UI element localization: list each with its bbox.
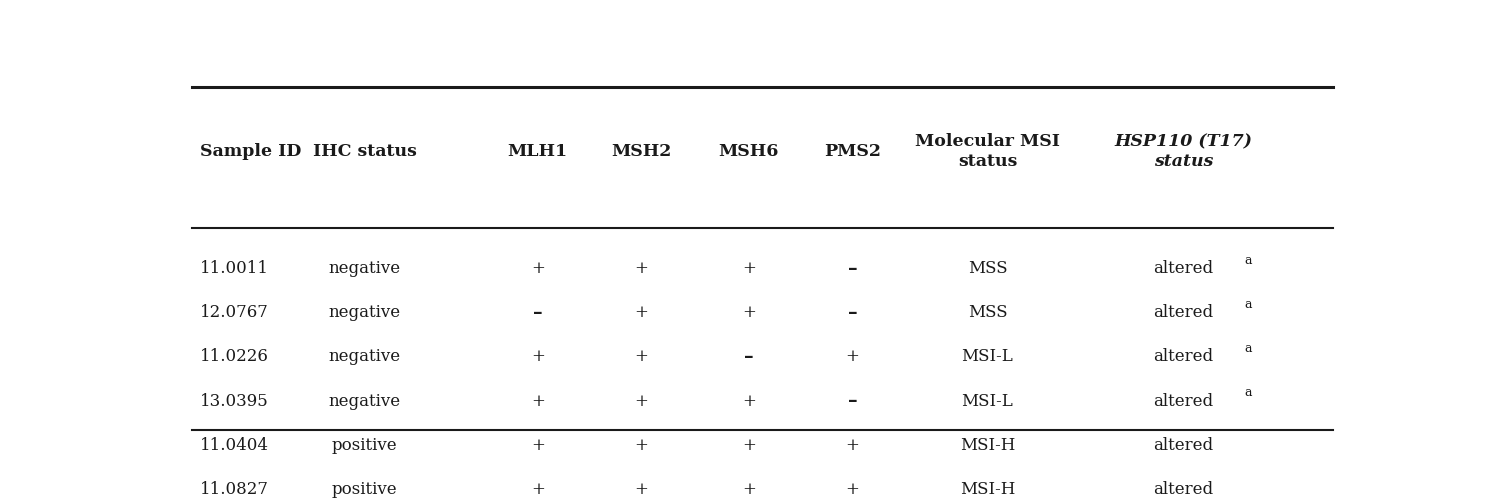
Text: MLH1: MLH1 — [507, 143, 568, 160]
Text: 11.0404: 11.0404 — [199, 437, 269, 454]
Text: +: + — [845, 481, 860, 498]
Text: 11.0011: 11.0011 — [199, 260, 269, 277]
Text: MSI-L: MSI-L — [961, 392, 1013, 409]
Text: 11.0827: 11.0827 — [199, 481, 269, 498]
Text: MSI-H: MSI-H — [960, 481, 1015, 498]
Text: altered: altered — [1153, 437, 1214, 454]
Text: Sample ID: Sample ID — [199, 143, 301, 160]
Text: +: + — [845, 349, 860, 366]
Text: +: + — [743, 260, 756, 277]
Text: Molecular MSI
status: Molecular MSI status — [915, 133, 1059, 170]
Text: negative: negative — [329, 260, 400, 277]
Text: altered: altered — [1153, 481, 1214, 498]
Text: altered: altered — [1153, 349, 1214, 366]
Text: altered: altered — [1153, 260, 1214, 277]
Text: HSP110 (T17)
status: HSP110 (T17) status — [1115, 133, 1253, 170]
Text: +: + — [634, 481, 649, 498]
Text: +: + — [743, 437, 756, 454]
Text: +: + — [743, 304, 756, 321]
Text: negative: negative — [329, 349, 400, 366]
Text: a: a — [1244, 254, 1251, 267]
Text: +: + — [634, 437, 649, 454]
Text: 12.0767: 12.0767 — [199, 304, 269, 321]
Text: +: + — [845, 437, 860, 454]
Text: positive: positive — [332, 481, 397, 498]
Text: 13.0395: 13.0395 — [199, 392, 269, 409]
Text: –: – — [848, 304, 857, 322]
Text: MSH2: MSH2 — [612, 143, 671, 160]
Text: a: a — [1244, 342, 1251, 355]
Text: a: a — [1244, 298, 1251, 311]
Text: +: + — [531, 437, 545, 454]
Text: +: + — [531, 260, 545, 277]
Text: –: – — [533, 304, 543, 322]
Text: altered: altered — [1153, 392, 1214, 409]
Text: MSI-L: MSI-L — [961, 349, 1013, 366]
Text: +: + — [634, 392, 649, 409]
Text: a: a — [1244, 386, 1251, 399]
Text: +: + — [531, 349, 545, 366]
Text: +: + — [531, 392, 545, 409]
Text: +: + — [634, 260, 649, 277]
Text: MSS: MSS — [967, 260, 1007, 277]
Text: –: – — [848, 260, 857, 278]
Text: negative: negative — [329, 392, 400, 409]
Text: –: – — [744, 348, 753, 366]
Text: altered: altered — [1153, 304, 1214, 321]
Text: MSH6: MSH6 — [719, 143, 778, 160]
Text: +: + — [634, 304, 649, 321]
Text: –: – — [848, 392, 857, 410]
Text: negative: negative — [329, 304, 400, 321]
Text: MSS: MSS — [967, 304, 1007, 321]
Text: MSI-H: MSI-H — [960, 437, 1015, 454]
Text: +: + — [531, 481, 545, 498]
Text: positive: positive — [332, 437, 397, 454]
Text: +: + — [634, 349, 649, 366]
Text: IHC status: IHC status — [312, 143, 417, 160]
Text: PMS2: PMS2 — [824, 143, 881, 160]
Text: +: + — [743, 481, 756, 498]
Text: 11.0226: 11.0226 — [199, 349, 269, 366]
Text: +: + — [743, 392, 756, 409]
